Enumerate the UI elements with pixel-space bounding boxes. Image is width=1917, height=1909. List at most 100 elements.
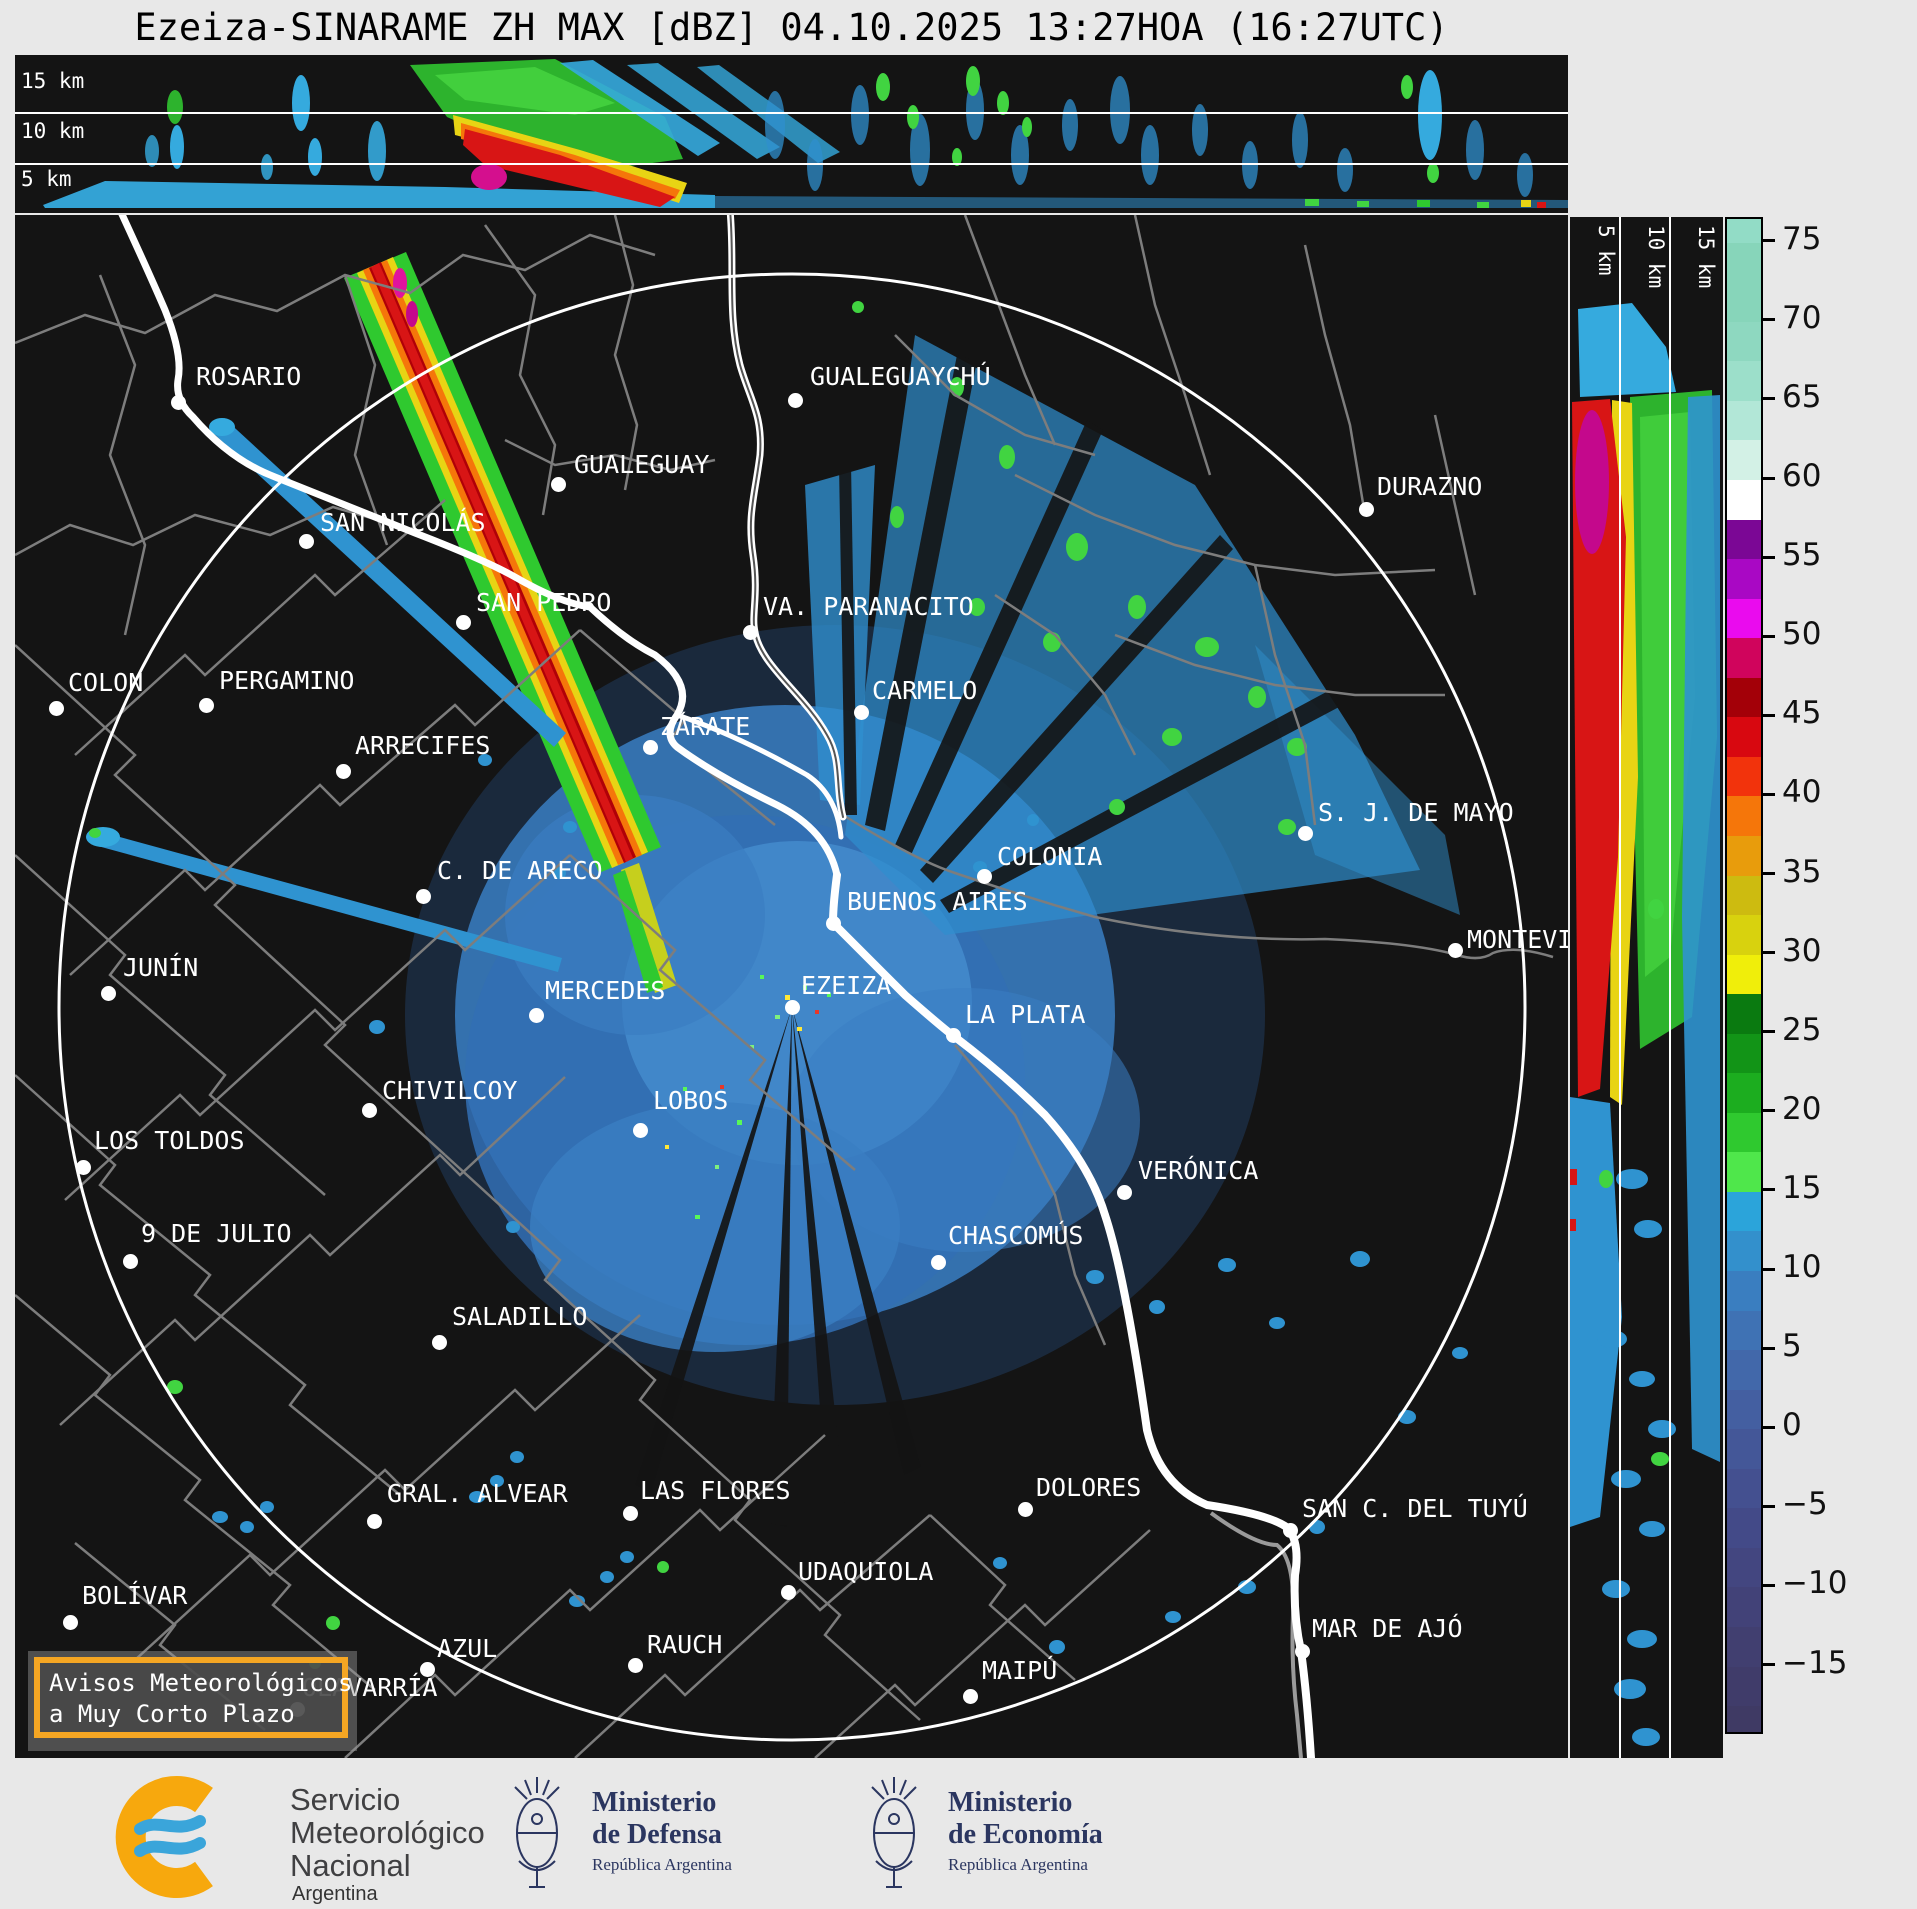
city-dot: [1116, 1184, 1132, 1200]
economia-crest-icon: [871, 1777, 917, 1888]
city-dot: [455, 614, 471, 630]
colorbar-segment: [1727, 1033, 1761, 1075]
city-dot: [787, 392, 803, 408]
city-dot: [170, 394, 186, 410]
colorbar-segment: [1727, 1666, 1761, 1708]
city-label: COLON: [68, 668, 144, 697]
radar-echo-scattered-dots: [212, 754, 1468, 1654]
dbz-colorbar: [1725, 217, 1763, 1734]
page-title: Ezeiza-SINARAME ZH MAX [dBZ] 04.10.2025 …: [134, 6, 1449, 49]
city-label: BOLÍVAR: [82, 1581, 188, 1610]
colorbar-tick-label: 5: [1782, 1328, 1802, 1365]
city-dot: [1297, 825, 1313, 841]
city-dot: [622, 1505, 638, 1521]
city-label: MAIPÚ: [982, 1656, 1058, 1685]
colorbar-segment: [1727, 1468, 1761, 1510]
city-label: CARMELO: [872, 676, 978, 705]
colorbar-tick: [1763, 713, 1775, 717]
city-dot: [1017, 1501, 1033, 1517]
right-cross-section-panel: 5 km 10 km 15 km: [1570, 217, 1723, 1758]
city-dot: [642, 739, 658, 755]
colorbar-segment: [1727, 1152, 1761, 1193]
colorbar-segment: [1727, 835, 1761, 877]
colorbar-segment: [1727, 1310, 1761, 1352]
colorbar-segment: [1727, 400, 1761, 442]
city-label: AZUL: [437, 1634, 498, 1663]
colorbar-segment: [1727, 1271, 1761, 1312]
colorbar-tick-label: 60: [1782, 458, 1822, 495]
colorbar-segment: [1727, 994, 1761, 1035]
right-cross-section-echoes: [1570, 217, 1720, 1758]
city-dot: [780, 1584, 796, 1600]
colorbar-segment: [1727, 598, 1761, 640]
colorbar-segment: [1727, 1231, 1761, 1273]
colorbar-segment: [1727, 519, 1761, 561]
colorbar-tick-label: 50: [1782, 616, 1822, 653]
map-panel: ROSARIO SAN NICOLÁS SAN PEDRO GUALEGUAY GUAL…: [15, 215, 1568, 1758]
rivers: [118, 215, 1315, 1758]
smn-country: Argentina: [292, 1883, 378, 1905]
city-label: MERCEDES: [545, 976, 666, 1005]
colorbar-segment: [1727, 559, 1761, 600]
city-label: SALADILLO: [452, 1302, 588, 1331]
colorbar-segment: [1727, 1626, 1761, 1668]
city-label: MAR DE AJÓ: [1312, 1614, 1463, 1643]
city-label: JUNÍN: [123, 953, 199, 982]
right-panel-5km-label: 5 km: [1594, 225, 1618, 276]
defensa-name: Ministerio de Defensa República Argentina: [592, 1787, 732, 1874]
right-panel-15km-label: 15 km: [1694, 225, 1718, 289]
colorbar-segment: [1727, 638, 1761, 679]
city-label: VA. PARANACITO: [763, 592, 974, 621]
warning-box[interactable]: Avisos Meteorológicos a Muy Corto Plazo: [28, 1651, 357, 1751]
radar-range-ring: [57, 272, 1527, 1742]
city-label: CHASCOMÚS: [948, 1221, 1084, 1250]
city-dot: [962, 1688, 978, 1704]
city-label: LAS FLORES: [640, 1476, 791, 1505]
radar-echo-nnw-streak: [209, 418, 566, 747]
colorbar-tick-label: −10: [1782, 1565, 1848, 1602]
colorbar-tick-label: 25: [1782, 1011, 1822, 1048]
city-label: ROSARIO: [196, 362, 302, 391]
city-dot: [627, 1657, 643, 1673]
colorbar-segment: [1727, 440, 1761, 482]
city-label: UDAQUIOLA: [798, 1557, 934, 1586]
city-label: S. J. DE MAYO: [1318, 798, 1514, 827]
colorbar-tick-label: 65: [1782, 379, 1822, 416]
city-dot: [1282, 1522, 1298, 1538]
colorbar-tick: [1763, 1109, 1775, 1113]
colorbar-segment: [1727, 717, 1761, 758]
city-label: GUALEGUAYCHÚ: [810, 362, 991, 391]
city-label: GRAL. ALVEAR: [387, 1479, 568, 1508]
colorbar-tick: [1763, 397, 1775, 401]
colorbar-tick-label: 45: [1782, 695, 1822, 732]
colorbar-tick: [1763, 792, 1775, 796]
city-label: VERÓNICA: [1138, 1156, 1259, 1185]
radar-echo-ne-fan: [805, 335, 1460, 935]
city-dot: [298, 533, 314, 549]
colorbar-tick-label: 20: [1782, 1091, 1822, 1128]
colorbar-tick: [1763, 634, 1775, 638]
colorbar-tick: [1763, 1188, 1775, 1192]
city-label: LOS TOLDOS: [94, 1126, 245, 1155]
colorbar-tick: [1763, 951, 1775, 955]
colorbar-tick: [1763, 1267, 1775, 1271]
city-dot: [784, 999, 800, 1015]
colorbar-segment: [1727, 1073, 1761, 1114]
colorbar-tick-label: 75: [1782, 220, 1822, 257]
colorbar-segment: [1727, 1429, 1761, 1470]
city-dot: [335, 763, 351, 779]
colorbar-tick: [1763, 1663, 1775, 1667]
city-dot: [62, 1614, 78, 1630]
top-cross-section-panel: 15 km 10 km 5 km: [15, 55, 1568, 213]
colorbar-segment: [1727, 282, 1761, 323]
city-label: ZÁRATE: [660, 712, 751, 741]
city-label: RAUCH: [647, 1630, 723, 1659]
radar-echo-gap-wedges: [635, 1007, 921, 1527]
top-panel-5km-label: 5 km: [21, 167, 72, 191]
city-label: SAN PEDRO: [476, 588, 612, 617]
city-dot: [528, 1007, 544, 1023]
radar-echo-w-streak: [86, 827, 562, 972]
city-dot: [198, 697, 214, 713]
city-label: DOLORES: [1036, 1473, 1142, 1502]
colorbar-tick-label: 0: [1782, 1407, 1802, 1444]
